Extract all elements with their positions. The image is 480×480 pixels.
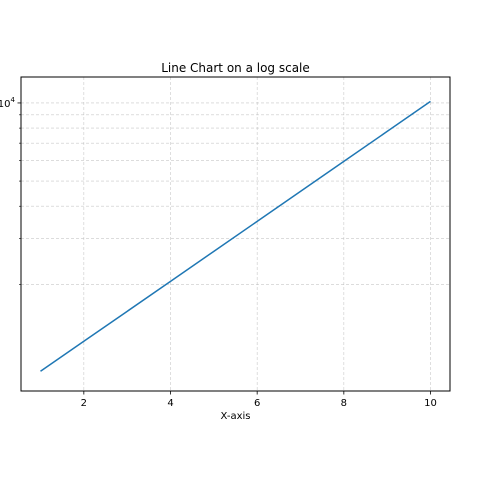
x-tick-label: 8 <box>341 398 347 409</box>
x-axis-label: X-axis <box>221 411 251 422</box>
chart-title: Line Chart on a log scale <box>161 61 310 75</box>
x-tick-label: 4 <box>167 398 173 409</box>
x-tick-label: 2 <box>81 398 87 409</box>
series-line <box>40 100 431 372</box>
y-tick-label-base: 10 <box>0 99 11 110</box>
x-tick-label: 6 <box>254 398 260 409</box>
plot-frame <box>20 76 451 392</box>
y-tick-label-exponent: 4 <box>11 96 16 104</box>
x-tick-label: 10 <box>424 398 437 409</box>
y-tick-label: 104 <box>0 96 16 110</box>
series-layer <box>40 100 431 372</box>
grid <box>21 77 450 391</box>
